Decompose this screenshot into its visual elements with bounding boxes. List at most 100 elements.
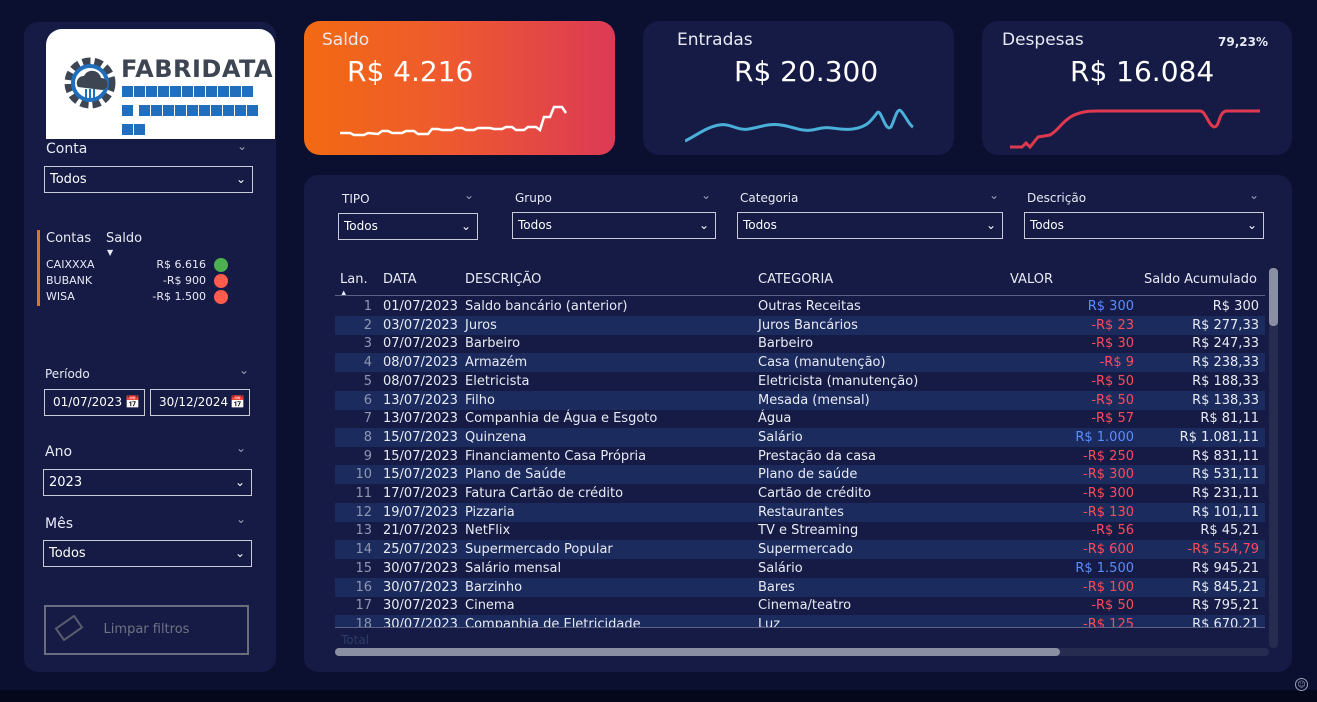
table-row[interactable]: 11 17/07/2023 Fatura Cartão de crédito Cart… xyxy=(335,484,1265,503)
table-row[interactable]: 17 30/07/2023 Cinema Cinema/teatro -R$ 50 R$ … xyxy=(335,596,1265,615)
kpi-entradas-card: Entradas R$ 20.300 xyxy=(643,21,954,155)
cell-data: 01/07/2023 xyxy=(383,299,458,314)
cell-saldo-acumulado: R$ 300 xyxy=(1212,299,1259,314)
cell-descricao: Barzinho xyxy=(465,579,523,595)
calendar-icon[interactable]: 📅 xyxy=(230,395,245,409)
chevron-down-icon[interactable]: ⌄ xyxy=(237,139,248,153)
clear-filters-button[interactable]: Limpar filtros xyxy=(44,605,249,655)
cell-descricao: Filho xyxy=(465,392,495,408)
saldo-header[interactable]: Saldo xyxy=(106,231,143,246)
table-row[interactable]: 3 07/07/2023 Barbeiro Barbeiro -R$ 30 R$ 247,… xyxy=(335,334,1265,353)
end-date-input[interactable]: 30/12/2024 📅 xyxy=(150,389,250,416)
table-row[interactable]: 10 15/07/2023 Plano de Saúde Plano de saúde… xyxy=(335,465,1265,485)
contas-header[interactable]: Contas xyxy=(46,231,92,246)
tipo-dropdown[interactable]: Todos ⌄ xyxy=(338,213,478,240)
cell-descricao: Companhia de Eletricidade xyxy=(465,616,641,627)
chevron-down-icon[interactable]: ⌄ xyxy=(989,188,1000,202)
cell-data: 19/07/2023 xyxy=(383,504,458,520)
descricao-dropdown[interactable]: Todos ⌄ xyxy=(1024,212,1264,239)
table-row[interactable]: 8 15/07/2023 Quinzena Salário R$ 1.000 R$ 1.0… xyxy=(335,427,1265,447)
kpi-entradas-value: R$ 20.300 xyxy=(734,55,879,88)
grupo-dropdown[interactable]: Todos ⌄ xyxy=(512,212,716,239)
horizontal-scroll-thumb[interactable] xyxy=(335,648,1060,656)
chevron-down-icon[interactable]: ⌄ xyxy=(701,188,712,202)
cell-lan: 3 xyxy=(363,336,372,352)
cell-lan: 18 xyxy=(355,616,372,627)
col-header-valor[interactable]: VALOR xyxy=(1010,272,1053,287)
table-row[interactable]: 13 21/07/2023 NetFlix TV e Streaming -R$ 56 R… xyxy=(335,521,1265,540)
cell-descricao: Companhia de Água e Esgoto xyxy=(465,411,658,427)
table-row[interactable]: 12 19/07/2023 Pizzaria Restaurantes -R$ 130 R… xyxy=(335,502,1265,522)
cell-categoria: Salário xyxy=(758,429,803,445)
cell-data: 21/07/2023 xyxy=(383,523,458,539)
cell-saldo-acumulado: R$ 277,33 xyxy=(1192,317,1259,333)
cell-descricao: Barbeiro xyxy=(465,336,521,352)
kpi-entradas-label: Entradas xyxy=(677,30,753,50)
status-dot-icon xyxy=(214,290,228,304)
table-row[interactable]: 1 01/07/2023 Saldo bancário (anterior) Outr… xyxy=(335,297,1265,316)
table-row[interactable]: 18 30/07/2023 Companhia de Eletricidade Luz… xyxy=(335,614,1265,627)
chevron-down-icon[interactable]: ⌄ xyxy=(239,363,250,377)
chevron-down-icon[interactable]: ⌄ xyxy=(236,512,247,526)
ano-dropdown[interactable]: 2023 ⌄ xyxy=(43,469,252,496)
total-divider xyxy=(335,627,1265,628)
chevron-down-icon[interactable]: ⌄ xyxy=(1249,188,1260,202)
mes-dropdown[interactable]: Todos ⌄ xyxy=(43,540,252,567)
table-row[interactable]: 14 25/07/2023 Supermercado Popular Supermer… xyxy=(335,540,1265,560)
kpi-despesas-card: Despesas 79,23% R$ 16.084 xyxy=(982,21,1292,155)
bottom-bar xyxy=(0,690,1317,702)
cell-saldo-acumulado: R$ 670,21 xyxy=(1192,616,1259,627)
cell-lan: 8 xyxy=(363,429,372,445)
cell-descricao: Eletricista xyxy=(465,373,530,389)
table-row[interactable]: 7 13/07/2023 Companhia de Água e Esgoto Águ… xyxy=(335,409,1265,428)
cell-descricao: NetFlix xyxy=(465,523,511,539)
vertical-scroll-thumb[interactable] xyxy=(1269,268,1278,326)
categoria-dropdown[interactable]: Todos ⌄ xyxy=(737,212,1003,239)
chevron-down-icon[interactable]: ⌄ xyxy=(236,441,247,455)
cell-saldo-acumulado: R$ 45,21 xyxy=(1200,523,1259,539)
ano-value: 2023 xyxy=(49,475,83,490)
horizontal-scrollbar[interactable] xyxy=(335,648,1269,656)
col-header-descricao[interactable]: DESCRIÇÃO xyxy=(465,272,542,287)
cell-data: 15/07/2023 xyxy=(383,429,458,445)
cell-data: 15/07/2023 xyxy=(383,467,458,483)
cell-lan: 12 xyxy=(355,504,372,520)
cell-data: 25/07/2023 xyxy=(383,542,458,558)
cell-categoria: Casa (manutenção) xyxy=(758,355,886,371)
table-row[interactable]: 4 08/07/2023 Armazém Casa (manutenção) -R$ 9… xyxy=(335,353,1265,373)
table-row[interactable]: 9 15/07/2023 Financiamento Casa Própria Pre… xyxy=(335,447,1265,466)
table-row[interactable]: 15 30/07/2023 Salário mensal Salário R$ 1.50… xyxy=(335,559,1265,578)
cell-valor: -R$ 56 xyxy=(1091,523,1134,539)
cell-descricao: Armazém xyxy=(465,355,528,371)
kpi-saldo-label: Saldo xyxy=(322,30,370,50)
cell-descricao: Supermercado Popular xyxy=(465,542,613,558)
cell-valor: -R$ 50 xyxy=(1091,392,1134,408)
start-date-input[interactable]: 01/07/2023 📅 xyxy=(44,389,145,416)
cell-lan: 2 xyxy=(363,317,372,333)
vertical-scrollbar[interactable] xyxy=(1269,268,1278,648)
table-row[interactable]: 5 08/07/2023 Eletricista Eletricista (manut… xyxy=(335,372,1265,391)
table-row[interactable]: 16 30/07/2023 Barzinho Bares -R$ 100 R$ 845,2… xyxy=(335,577,1265,597)
cell-categoria: Supermercado xyxy=(758,542,853,558)
col-header-lan[interactable]: Lan. xyxy=(340,272,368,287)
cell-valor: -R$ 9 xyxy=(1099,355,1134,371)
calendar-icon[interactable]: 📅 xyxy=(125,395,140,409)
col-header-data[interactable]: DATA xyxy=(383,272,417,287)
filters-sidebar: FABRIDATA Conta ⌄ Todos ⌄ Contas Saldo ▼… xyxy=(24,22,276,672)
table-row[interactable]: 2 03/07/2023 Juros Juros Bancários -R$ 23 R$ … xyxy=(335,315,1265,335)
cell-data: 30/07/2023 xyxy=(383,579,458,595)
col-header-categoria[interactable]: CATEGORIA xyxy=(758,272,834,287)
cell-descricao: Juros xyxy=(465,317,497,333)
sort-up-icon: ▲ xyxy=(341,289,347,297)
table-row[interactable]: 6 13/07/2023 Filho Mesada (mensal) -R$ 50 R$ … xyxy=(335,390,1265,410)
conta-dropdown[interactable]: Todos ⌄ xyxy=(44,166,253,193)
cell-saldo-acumulado: R$ 831,11 xyxy=(1192,448,1259,464)
cell-valor: -R$ 50 xyxy=(1091,598,1134,614)
cell-valor: -R$ 300 xyxy=(1083,467,1134,483)
feedback-icon[interactable]: ☺ xyxy=(1295,678,1308,691)
chevron-down-icon[interactable]: ⌄ xyxy=(464,188,475,202)
cell-categoria: Cinema/teatro xyxy=(758,598,852,614)
col-header-saldo-acumulado[interactable]: Saldo Acumulado xyxy=(1144,272,1257,287)
cell-valor: R$ 1.000 xyxy=(1075,429,1134,445)
cell-descricao: Financiamento Casa Própria xyxy=(465,448,647,464)
